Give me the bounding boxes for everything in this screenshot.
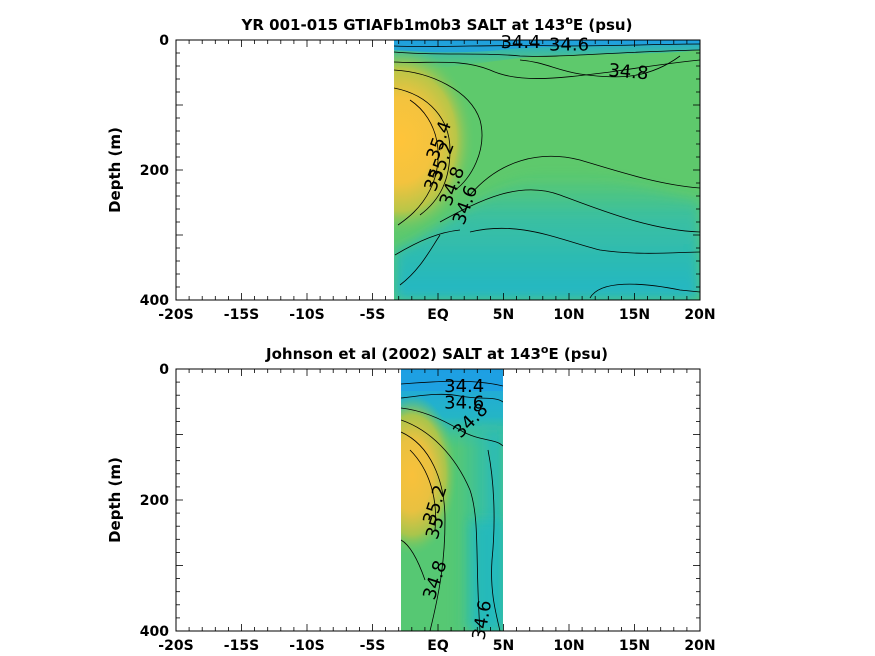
x-tick-label: 10N [553, 307, 584, 323]
x-tick-label: -5S [360, 638, 386, 654]
panel-observations: Johnson et al (2002) SALT at 143oE (psu)… [106, 343, 716, 654]
y-axis-label: Depth (m) [106, 457, 124, 543]
x-tick-label: EQ [427, 638, 449, 654]
chart-title-suffix: E (psu) [548, 345, 608, 363]
x-axis: -20S -15S -10S -5S EQ 5N 10N 15N 20N [158, 40, 716, 323]
y-axis-label: Depth (m) [106, 127, 124, 213]
contour-label: 34.4 [500, 32, 540, 53]
x-tick-label: 15N [619, 307, 650, 323]
x-tick-label: -5S [360, 307, 386, 323]
chart-title: YR 001-015 GTIAFb1m0b3 SALT at 143oE (ps… [241, 14, 633, 34]
y-tick-label: 400 [140, 293, 169, 309]
x-tick-label: -10S [289, 638, 324, 654]
x-tick-label: EQ [427, 307, 449, 323]
x-tick-label: 5N [493, 307, 514, 323]
contour-label: 34.6 [444, 392, 484, 413]
x-tick-label: 10N [553, 638, 584, 654]
x-tick-label: -15S [224, 638, 259, 654]
contour-label: 34.4 [444, 376, 484, 397]
x-tick-label: -20S [158, 307, 193, 323]
y-axis: 0 200 400 [140, 33, 700, 309]
y-tick-label: 400 [140, 624, 169, 640]
chart-title-superscript: o [565, 14, 573, 27]
panel-model: YR 001-015 GTIAFb1m0b3 SALT at 143oE (ps… [106, 14, 716, 323]
x-tick-label: 20N [684, 307, 715, 323]
chart-title: Johnson et al (2002) SALT at 143oE (psu) [265, 343, 608, 363]
x-tick-label: 15N [619, 638, 650, 654]
chart-title-prefix: Johnson et al (2002) SALT at 143 [265, 345, 541, 363]
y-tick-label: 0 [159, 362, 169, 378]
contour-lines [394, 43, 700, 299]
x-tick-label: 20N [684, 638, 715, 654]
y-tick-label: 0 [159, 33, 169, 49]
salinity-field [401, 369, 503, 631]
y-tick-label: 200 [140, 163, 169, 179]
contour-lines [401, 380, 503, 631]
y-axis: 0 200 400 [140, 362, 700, 640]
x-tick-label: 5N [493, 638, 514, 654]
x-tick-label: -20S [158, 638, 193, 654]
x-tick-label: -15S [224, 307, 259, 323]
chart-title-suffix: E (psu) [573, 16, 633, 34]
x-axis: -20S -15S -10S -5S EQ 5N 10N 15N 20N [158, 369, 716, 654]
chart-title-superscript: o [541, 343, 549, 356]
x-tick-label: -10S [289, 307, 324, 323]
y-tick-label: 200 [140, 493, 169, 509]
chart-title-prefix: YR 001-015 GTIAFb1m0b3 SALT at 143 [241, 16, 566, 34]
contour-label: 34.8 [608, 60, 650, 84]
